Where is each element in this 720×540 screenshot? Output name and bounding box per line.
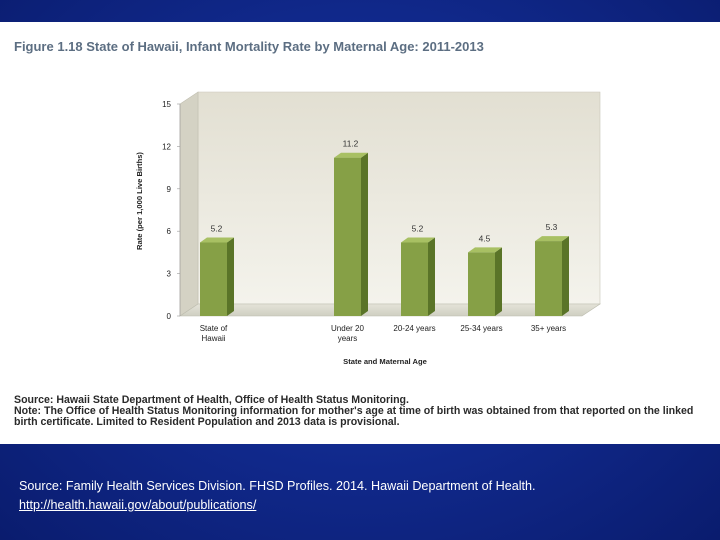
bar-1 <box>334 152 368 316</box>
bar-top <box>401 237 435 243</box>
bar-top <box>334 152 368 158</box>
y-tick-label: 3 <box>167 270 172 279</box>
bar-side <box>495 247 502 316</box>
bar-side <box>227 237 234 316</box>
chart-notes: Source: Hawaii State Department of Healt… <box>14 395 704 428</box>
bar-value-label: 5.3 <box>546 222 558 232</box>
bar-value-label: 5.2 <box>211 224 223 234</box>
bar-side <box>361 152 368 316</box>
source-note: Source: Hawaii State Department of Healt… <box>14 394 409 406</box>
bar-value-label: 11.2 <box>343 139 359 149</box>
bar <box>200 242 227 316</box>
y-tick-label: 0 <box>167 312 172 321</box>
x-tick-label: Under 20 years <box>331 324 364 343</box>
chart-title: Figure 1.18 State of Hawaii, Infant Mort… <box>14 39 484 54</box>
x-tick-label: State of Hawaii <box>200 324 228 343</box>
y-axis-label: Rate (per 1,000 Live Births) <box>135 152 144 250</box>
x-tick-label: 35+ years <box>531 324 566 333</box>
y-tick-label: 9 <box>167 185 172 194</box>
bar <box>334 157 361 316</box>
x-tick-label: 25-34 years <box>460 324 502 333</box>
slide-panel: Figure 1.18 State of Hawaii, Infant Mort… <box>0 22 720 444</box>
bar-side <box>562 236 569 316</box>
bar-0 <box>200 237 234 316</box>
y-tick-label: 15 <box>162 100 171 109</box>
bar-top <box>468 247 502 253</box>
x-axis-label: State and Maternal Age <box>343 357 427 366</box>
bar <box>468 252 495 316</box>
y-tick-label: 12 <box>162 142 171 151</box>
bar-2 <box>401 237 435 316</box>
x-tick-label: 20-24 years <box>393 324 435 333</box>
footer-citation-block: Source: Family Health Services Division.… <box>19 477 709 515</box>
bar <box>535 241 562 316</box>
bar-4 <box>535 236 569 316</box>
bar-chart: 0 3 6 9 12 15 5.2 11.2 5.2 4.5 5.3 State of Hawaii… <box>135 91 601 366</box>
bar <box>401 242 428 316</box>
bar-3 <box>468 247 502 316</box>
y-tick-label: 6 <box>167 227 172 236</box>
footer-citation: Source: Family Health Services Division.… <box>19 479 536 493</box>
publications-link[interactable]: http://health.hawaii.gov/about/publicati… <box>19 498 257 512</box>
bar-value-label: 5.2 <box>412 224 424 234</box>
bar-value-label: 4.5 <box>479 233 491 243</box>
plot-side-wall <box>179 91 199 317</box>
bar-top <box>535 236 569 242</box>
bar-side <box>428 237 435 316</box>
methodology-note: Note: The Office of Health Status Monito… <box>14 405 694 428</box>
bar-top <box>200 237 234 243</box>
